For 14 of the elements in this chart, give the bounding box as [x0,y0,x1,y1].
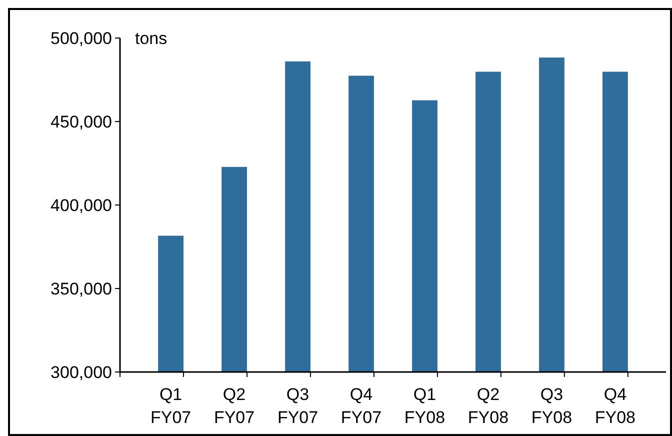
y-tick-label: 500,000 [50,28,112,48]
y-tick-label: 300,000 [50,362,112,382]
y-tick-label: 400,000 [50,196,112,215]
x-tick-label: Q4 FY08 [594,385,636,427]
x-tick-label: Q2 FY07 [214,385,255,427]
y-axis-title: tons [135,29,168,48]
y-tick-label: 350,000 [50,279,112,298]
x-tick-label: Q2 FY08 [468,385,509,427]
x-tick-label: Q3 FY07 [277,385,318,427]
x-tick-label: Q4 FY07 [340,385,382,427]
y-tick-label: 450,000 [50,112,112,132]
x-tick-label: Q3 FY08 [531,385,572,427]
x-tick-label: Q1 FY08 [404,385,446,427]
x-tick-label: Q1 FY07 [150,385,192,427]
